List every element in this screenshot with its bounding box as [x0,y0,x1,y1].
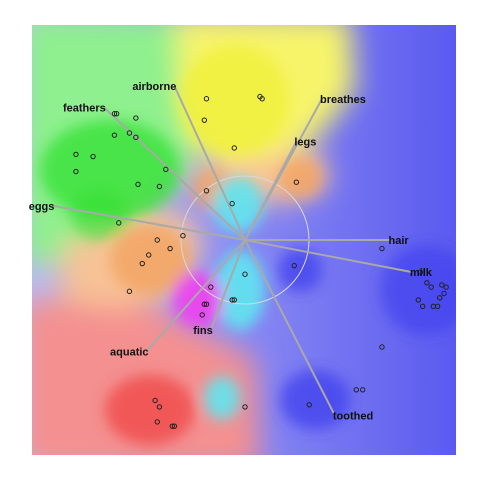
data-point [306,402,312,408]
data-point [242,271,248,277]
anchor-line-aquatic [145,239,246,352]
data-point [167,245,173,252]
data-point [156,404,163,410]
data-point [203,188,210,194]
data-point [229,200,235,207]
data-point [231,297,238,303]
anchor-lines [52,85,413,416]
data-point [437,295,443,301]
data-point [415,297,422,303]
anchor-label-breathes: breathes [320,94,366,106]
data-point [242,404,248,410]
anchor-label-hair: hair [389,235,410,247]
anchor-line-legs [244,141,298,241]
data-point [116,220,122,226]
data-point [171,423,178,429]
data-point [152,397,158,404]
anchor-label-eggs: eggs [29,201,55,213]
data-point [417,269,424,275]
data-point [113,111,120,117]
data-point [291,262,297,269]
anchor-label-aquatic: aquatic [110,346,149,358]
anchor-label-feathers: feathers [63,102,106,114]
data-point [259,96,265,102]
data-point [229,297,235,303]
data-point [199,312,205,318]
data-point [439,282,445,288]
data-point [156,183,163,190]
data-point [90,153,96,160]
data-point [201,301,208,307]
data-point [135,181,141,188]
data-point [434,303,441,310]
data-points [73,93,449,429]
data-point [424,280,430,286]
data-point [154,237,160,243]
data-point [441,290,447,297]
data-point [419,303,426,310]
data-point [180,233,186,239]
data-point [126,288,133,295]
anchor-line-airborne [173,85,246,241]
data-point [428,284,434,290]
data-point [111,111,118,117]
anchor-line-eggs [52,204,246,241]
data-point [139,260,145,267]
anchor-line-feathers [103,106,246,241]
data-point [133,134,139,140]
data-point [201,117,208,123]
data-point [443,284,449,290]
anchor-label-fins: fins [193,325,213,337]
anchor-label-toothed: toothed [333,410,373,422]
anchor-label-milk: milk [410,267,433,279]
data-point [203,96,210,102]
data-point [73,168,79,175]
data-point [163,166,169,173]
data-point [73,151,79,158]
data-point [126,130,133,136]
anchor-label-airborne: airborne [132,81,176,93]
anchor-line-fins [209,239,246,331]
data-point [379,245,385,252]
anchor-label-legs: legs [294,137,316,149]
data-point [353,387,359,393]
data-point [208,284,214,290]
anchor-line-milk [244,239,413,274]
data-point [111,132,118,138]
data-point [154,419,160,425]
data-point [146,252,152,258]
data-point [133,115,139,121]
data-point [379,344,385,350]
data-point [360,387,366,393]
data-point [293,179,300,185]
anchor-line-toothed [244,239,336,416]
data-point [203,301,210,307]
data-point [169,423,175,429]
data-point [231,145,238,151]
anchor-labels: feathers airborne breathes legs eggs hair milk… [29,81,433,423]
